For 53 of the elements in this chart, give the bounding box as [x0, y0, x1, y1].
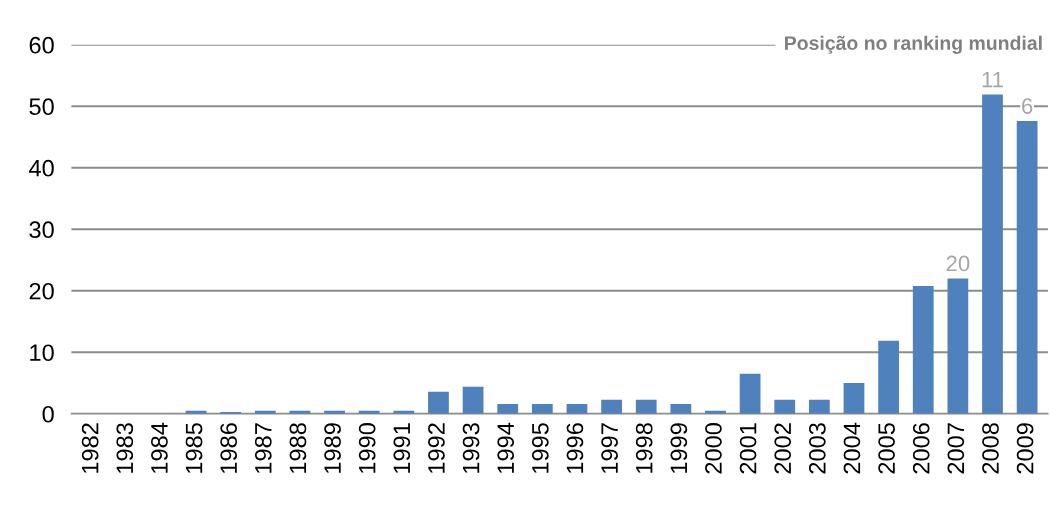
x-tick-label: 2008 — [982, 423, 999, 474]
x-tick-label: 2006 — [912, 423, 930, 474]
x-tick-label: 1997 — [601, 423, 618, 473]
x-tick-label: 1988 — [289, 423, 307, 473]
x-tick-label: 1983 — [116, 423, 134, 473]
x-tick-label: 1992 — [428, 423, 445, 473]
x-tick-label: 1996 — [566, 423, 584, 473]
bar — [428, 391, 449, 414]
y-tick-label: 30 — [29, 221, 54, 239]
x-tick-label: 1998 — [635, 423, 653, 473]
x-tick-label: 1982 — [81, 423, 99, 473]
bar — [774, 399, 796, 414]
bar — [670, 403, 692, 414]
bar — [497, 403, 519, 414]
x-tick-label: 1999 — [670, 423, 688, 473]
x-tick-label: 2007 — [947, 423, 965, 474]
x-tick-label: 1985 — [185, 423, 203, 473]
y-tick-label: 0 — [42, 405, 54, 423]
x-tick-label: 1993 — [462, 423, 480, 473]
x-tick-label: 2004 — [843, 422, 861, 474]
x-tick-label: 1994 — [497, 422, 515, 473]
chart-title: Posição no ranking mundial — [785, 35, 1042, 54]
x-tick-label: 1986 — [220, 423, 238, 473]
x-tick-label: 2003 — [808, 423, 826, 474]
x-tick-label: 2001 — [739, 423, 757, 474]
y-tick-label: 40 — [29, 159, 54, 177]
x-tick-label: 1995 — [531, 423, 549, 473]
bar — [601, 399, 622, 414]
annotation: 11 — [982, 71, 1003, 88]
x-tick-label: 2009 — [1016, 423, 1034, 474]
y-tick-label: 50 — [29, 98, 54, 116]
x-tick-label: 1984 — [151, 422, 168, 473]
y-tick-label: 60 — [29, 36, 54, 54]
x-tick-label: 1987 — [254, 423, 272, 473]
x-tick-label: 2000 — [705, 423, 722, 474]
y-tick-label: 20 — [29, 282, 54, 300]
x-tick-label: 1990 — [358, 423, 376, 473]
bar — [843, 383, 865, 414]
x-tick-label: 1989 — [324, 423, 341, 473]
y-tick-label: 10 — [30, 344, 54, 362]
bar — [739, 373, 761, 414]
x-tick-label: 1991 — [393, 423, 411, 473]
bar — [531, 403, 553, 414]
annotation: 6 — [1022, 98, 1033, 114]
x-tick-label: 2002 — [774, 423, 792, 474]
bar — [1016, 121, 1038, 414]
bar — [878, 340, 899, 414]
bar — [912, 285, 934, 414]
bar — [635, 399, 657, 414]
bar — [808, 399, 830, 414]
annotation: 20 — [946, 255, 970, 272]
bar — [462, 386, 484, 414]
x-tick-label: 2005 — [878, 423, 895, 474]
